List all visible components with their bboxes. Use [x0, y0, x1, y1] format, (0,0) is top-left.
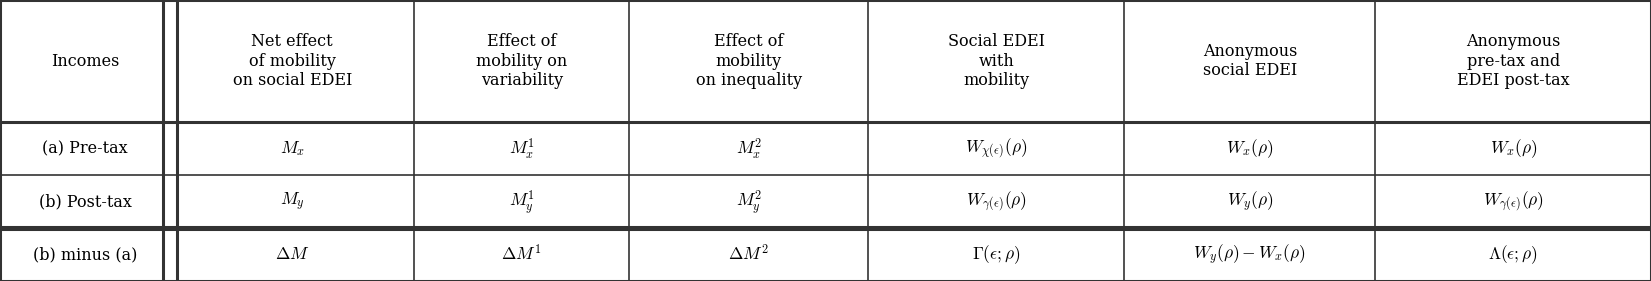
Text: $M_y$: $M_y$: [279, 191, 305, 213]
Text: Net effect
of mobility
on social EDEI: Net effect of mobility on social EDEI: [233, 33, 352, 89]
Text: $\Lambda(\epsilon; \rho)$: $\Lambda(\epsilon; \rho)$: [1488, 243, 1539, 266]
Text: Effect of
mobility
on inequality: Effect of mobility on inequality: [695, 33, 802, 89]
Text: $W_y(\rho)$: $W_y(\rho)$: [1227, 190, 1273, 214]
Text: $\Delta M^1$: $\Delta M^1$: [502, 244, 542, 265]
Text: $M_x^2$: $M_x^2$: [736, 136, 761, 161]
Text: $M_x$: $M_x$: [279, 139, 305, 158]
Text: $W_{\gamma(\epsilon)}(\rho)$: $W_{\gamma(\epsilon)}(\rho)$: [1483, 189, 1544, 214]
Text: $M_y^2$: $M_y^2$: [736, 188, 761, 216]
Text: Anonymous
social EDEI: Anonymous social EDEI: [1202, 43, 1298, 80]
Text: $W_y(\rho) - W_x(\rho)$: $W_y(\rho) - W_x(\rho)$: [1194, 243, 1306, 267]
Text: Incomes: Incomes: [51, 53, 119, 70]
Text: $\Gamma(\epsilon; \rho)$: $\Gamma(\epsilon; \rho)$: [972, 243, 1020, 266]
Text: $\Delta M$: $\Delta M$: [276, 246, 309, 263]
Text: $W_x(\rho)$: $W_x(\rho)$: [1489, 137, 1537, 160]
Text: Social EDEI
with
mobility: Social EDEI with mobility: [948, 33, 1045, 89]
Text: (a) Pre-tax: (a) Pre-tax: [43, 140, 127, 157]
Text: $W_x(\rho)$: $W_x(\rho)$: [1227, 137, 1273, 160]
Text: $M_y^1$: $M_y^1$: [509, 188, 535, 216]
Text: Anonymous
pre-tax and
EDEI post-tax: Anonymous pre-tax and EDEI post-tax: [1456, 33, 1570, 89]
Text: (b) minus (a): (b) minus (a): [33, 246, 137, 263]
Text: $W_{\gamma(\epsilon)}(\rho)$: $W_{\gamma(\epsilon)}(\rho)$: [966, 189, 1027, 214]
Text: $W_{\chi(\epsilon)}(\rho)$: $W_{\chi(\epsilon)}(\rho)$: [966, 137, 1027, 161]
Text: (b) Post-tax: (b) Post-tax: [38, 193, 132, 210]
Text: $\Delta M^2$: $\Delta M^2$: [728, 244, 769, 265]
Text: Effect of
mobility on
variability: Effect of mobility on variability: [475, 33, 568, 89]
Text: $M_x^1$: $M_x^1$: [509, 136, 535, 161]
